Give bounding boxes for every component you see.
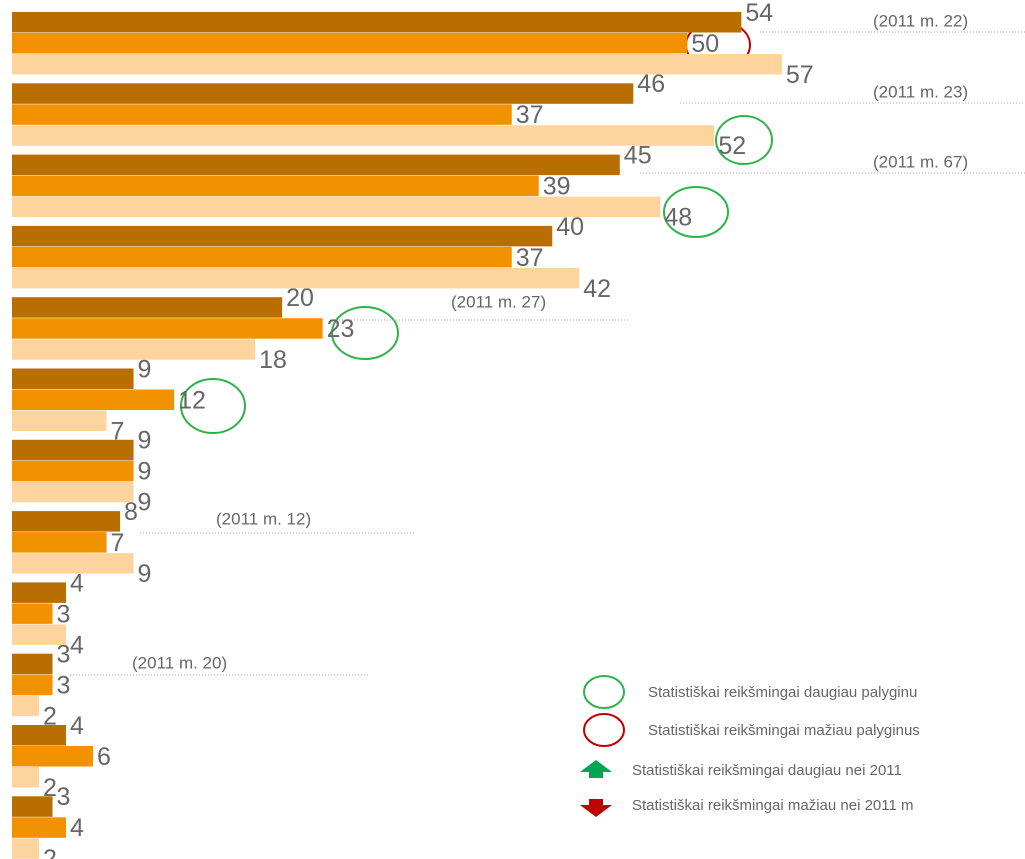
annotation: (2011 m. 23) <box>873 82 968 101</box>
significance-circle-green <box>331 306 399 360</box>
bar <box>12 83 634 104</box>
bar <box>12 838 40 859</box>
data-label: 20 <box>286 284 314 312</box>
bar <box>12 267 580 289</box>
bar <box>12 653 53 675</box>
bar <box>12 674 53 696</box>
data-label: 46 <box>637 70 665 98</box>
data-label: 4 <box>70 814 84 842</box>
data-label: 42 <box>583 275 611 303</box>
bar <box>12 511 121 532</box>
bar <box>12 481 134 503</box>
bar <box>12 33 688 54</box>
significance-circle-green <box>715 115 773 165</box>
bar <box>12 125 715 146</box>
legend-circle-green <box>583 675 625 709</box>
data-label: 2 <box>43 774 57 802</box>
bar <box>12 12 742 33</box>
data-label: 37 <box>516 101 544 129</box>
data-label: 6 <box>97 743 111 771</box>
bar <box>12 246 512 268</box>
bar <box>12 725 67 746</box>
data-label: 48 <box>664 203 692 231</box>
significance-circle-green <box>663 186 729 238</box>
bar <box>12 339 256 360</box>
annotation: (2011 m. 67) <box>873 152 968 171</box>
legend-circle-red <box>583 713 625 747</box>
bar <box>12 389 175 410</box>
bar <box>12 297 283 318</box>
bar <box>12 225 553 247</box>
annotation: (2011 m. 20) <box>132 653 227 672</box>
bar <box>12 460 134 482</box>
data-label: 9 <box>138 560 152 588</box>
annotation: (2011 m. 12) <box>216 509 311 528</box>
legend-text: Statistiškai reikšmingai mažiau nei 2011… <box>632 797 914 814</box>
bar <box>12 553 134 574</box>
annotation: (2011 m. 27) <box>451 292 546 311</box>
significance-circle-green <box>180 378 246 434</box>
data-label: 39 <box>543 172 571 200</box>
data-label: 3 <box>57 783 71 811</box>
bar <box>12 175 539 197</box>
bar <box>12 582 67 603</box>
bar <box>12 532 107 553</box>
data-label: 3 <box>57 641 71 669</box>
data-label: 4 <box>70 569 84 597</box>
data-label: 23 <box>327 315 355 343</box>
data-label: 9 <box>138 489 152 517</box>
bar <box>12 767 40 788</box>
data-label: 4 <box>70 712 84 740</box>
data-label: 2 <box>43 845 57 859</box>
legend-text: Statistiškai reikšmingai mažiau palyginu… <box>648 722 920 739</box>
bar <box>12 104 512 125</box>
data-label: 2 <box>43 703 57 731</box>
data-label: 54 <box>745 0 773 27</box>
data-label: 9 <box>138 355 152 383</box>
data-label: 57 <box>786 61 814 89</box>
legend-text: Statistiškai reikšmingai daugiau palygin… <box>648 684 917 701</box>
bar <box>12 318 323 339</box>
bar <box>12 796 53 817</box>
bar <box>12 817 67 838</box>
bar <box>12 368 134 389</box>
bar <box>12 695 40 717</box>
data-label: 37 <box>516 244 544 272</box>
data-label: 12 <box>178 386 206 414</box>
bar <box>12 196 661 218</box>
legend-arrow-down <box>580 799 612 817</box>
data-label: 52 <box>718 132 746 160</box>
bar <box>12 624 67 645</box>
data-label: 9 <box>138 427 152 455</box>
data-label: 40 <box>556 213 584 241</box>
data-label: 7 <box>111 529 125 557</box>
legend-text: Statistiškai reikšmingai daugiau nei 201… <box>632 762 902 779</box>
data-label: 4 <box>70 631 84 659</box>
data-label: 8 <box>124 498 138 526</box>
bar <box>12 603 53 624</box>
data-label: 45 <box>624 141 652 169</box>
bar <box>12 154 620 176</box>
bar <box>12 746 94 767</box>
data-label: 9 <box>138 458 152 486</box>
data-label: 3 <box>57 672 71 700</box>
legend-arrow-up <box>580 760 612 778</box>
bar <box>12 410 107 431</box>
data-label: 3 <box>57 600 71 628</box>
data-label: 50 <box>691 30 719 58</box>
data-label: 18 <box>259 346 287 374</box>
annotation: (2011 m. 22) <box>873 11 968 30</box>
bar <box>12 54 782 75</box>
bar <box>12 439 134 461</box>
data-label: 7 <box>111 417 125 445</box>
